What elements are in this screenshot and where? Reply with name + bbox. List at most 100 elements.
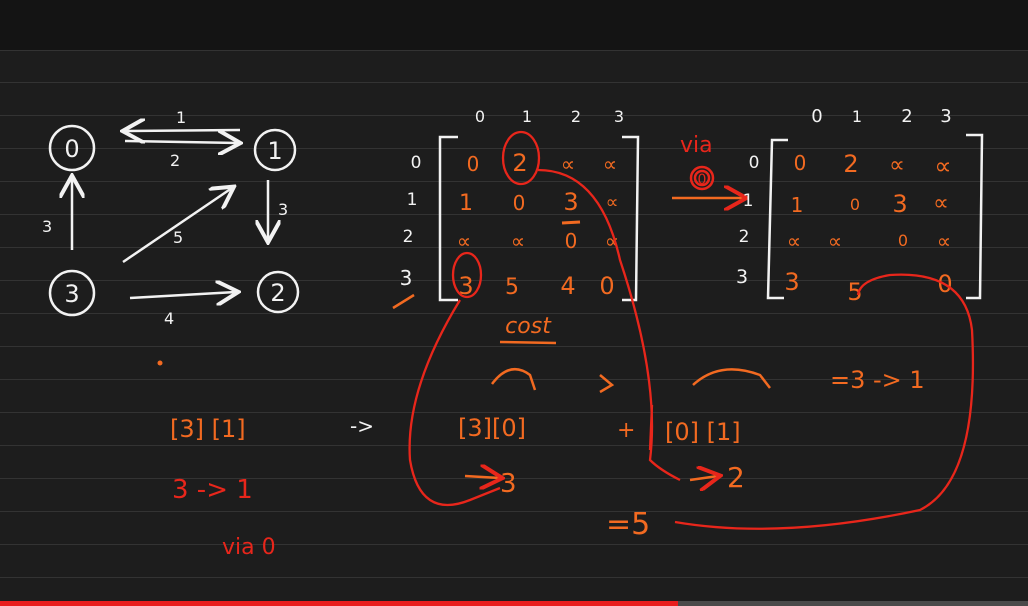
matrix-a-cell: ∝	[561, 152, 575, 176]
matrix-a-cell: 1	[459, 191, 473, 216]
edge-3-2	[129, 292, 236, 298]
rule-line	[0, 412, 1028, 413]
cost-label: cost	[505, 314, 552, 339]
node-circle-1	[253, 128, 297, 172]
edge-0-1	[124, 141, 238, 143]
matrix-a-cell: ∝	[603, 152, 617, 176]
formula-term1: [3][0]	[458, 414, 526, 442]
matrix-a-row-1: 1	[407, 190, 418, 210]
curve-mark	[692, 368, 771, 389]
via-annotation: via 0	[672, 133, 744, 198]
rule-line	[0, 247, 1028, 248]
rule-line	[0, 148, 1028, 149]
node-label-1: 1	[267, 137, 282, 165]
matrix-a-cell: 0	[565, 229, 578, 253]
matrix-b-right-bracket	[966, 133, 984, 300]
matrix-a-cell: 3	[563, 188, 578, 216]
edge-1-0	[125, 130, 241, 131]
rule-line	[0, 511, 1028, 512]
matrix-b-cell: ∝	[828, 229, 842, 253]
matrix-a-right-bracket	[622, 135, 640, 302]
formula-plus: +	[617, 418, 635, 443]
trace-curve	[674, 273, 975, 530]
matrix-b-cell: ∝	[933, 191, 949, 216]
node-circle-2	[256, 270, 300, 314]
arrow-mark	[464, 476, 500, 478]
highlight-circle	[451, 251, 483, 299]
rule-line	[0, 445, 1028, 446]
edge-label-3-1: 5	[173, 228, 183, 247]
underline-mark	[561, 220, 581, 225]
matrix-b-row-3: 3	[736, 266, 748, 288]
formula-lhs: [3] [1]	[170, 415, 246, 443]
matrix-b-cell: 3	[784, 268, 799, 296]
node-label-2: 2	[270, 279, 285, 307]
rule-line	[0, 478, 1028, 479]
video-progress-bar[interactable]	[0, 601, 1028, 606]
via-circle	[689, 165, 715, 191]
edge-label-3-0: 3	[42, 217, 52, 236]
matrix-a-col-3: 3	[614, 107, 624, 126]
rule-line	[0, 577, 1028, 578]
rule-line	[0, 379, 1028, 380]
formula-val1: 3	[500, 469, 517, 499]
rule-line	[0, 50, 1028, 51]
graph: 0 1 2 3 1 2 3 3 5 4	[42, 108, 300, 366]
video-top-bar	[0, 0, 1028, 50]
matrix-a-cell: 5	[505, 275, 519, 300]
video-progress-fill	[0, 601, 679, 606]
edge-label-0-1: 2	[170, 151, 180, 170]
matrix-a-cell: ∝	[457, 229, 471, 253]
node-label-3: 3	[64, 280, 79, 308]
check-mark	[599, 374, 615, 394]
matrix-a-row-0: 0	[411, 153, 422, 173]
curve-mark	[491, 367, 537, 391]
rule-line	[0, 214, 1028, 215]
matrix-a-row-2: 2	[403, 227, 414, 247]
matrix-a: 0 1 2 3 0 1 2 3 0 2 ∝ ∝ 1 0 3 ∝ ∝ ∝ 0 ∝ …	[392, 107, 640, 310]
matrix-b-col-3: 3	[940, 106, 951, 127]
rule-line	[0, 115, 1028, 116]
rule-line	[0, 313, 1028, 314]
row-3-mark	[392, 293, 415, 310]
formula: [3] [1] -> [3][0] + [0] [1] =3 -> 1 3 2 …	[170, 366, 925, 560]
edge-3-1	[122, 188, 232, 264]
matrix-b-cell: ∝	[889, 153, 905, 178]
matrix-b-cell: 0	[850, 195, 860, 214]
matrix-b-cell: 0	[898, 231, 908, 250]
matrix-b-col-2: 2	[901, 106, 912, 127]
matrix-a-col-1: 1	[522, 107, 532, 126]
matrix-b-cell: 2	[843, 150, 858, 178]
matrix-a-cell: 0	[467, 152, 480, 176]
matrix-a-cell: 2	[512, 149, 527, 177]
matrix-a-cell: 3	[458, 272, 473, 300]
matrix-b-cell: 0	[794, 151, 807, 175]
node-circle-3	[48, 269, 96, 317]
matrix-a-row-3: 3	[400, 266, 413, 290]
matrix-a-col-0: 0	[475, 107, 485, 126]
matrix-b-cell: ∝	[937, 229, 951, 253]
matrix-b-row-1: 1	[743, 191, 754, 211]
via-node: 0	[698, 172, 707, 188]
ink-dot	[157, 360, 163, 366]
matrix-a-cell: 4	[560, 272, 575, 300]
formula-sum: =5	[606, 507, 650, 542]
matrix-b-cell: ∝	[787, 229, 801, 253]
edge-label-3-2: 4	[164, 309, 174, 328]
matrix-b-cell: 1	[791, 193, 804, 217]
note-via: via 0	[222, 535, 276, 560]
matrix-a-cell: ∝	[511, 229, 525, 253]
matrix-b-row-0: 0	[749, 153, 760, 173]
edge-label-1-2: 3	[278, 200, 288, 219]
trace-curve	[648, 404, 654, 451]
via-circle-inner	[693, 169, 711, 187]
rule-line	[0, 346, 1028, 347]
matrix-b: 0 1 2 3 0 1 2 3 0 2 ∝ ∝ 1 0 3 ∝ ∝ ∝ 0 ∝ …	[736, 106, 984, 306]
rule-line	[0, 82, 1028, 83]
node-label-0: 0	[64, 135, 79, 163]
cost-underline	[499, 340, 557, 345]
matrix-b-left-bracket	[766, 138, 788, 300]
node-circle-0	[48, 124, 96, 172]
matrix-b-col-1: 1	[852, 107, 862, 126]
edge-label-1-0: 1	[176, 108, 186, 127]
